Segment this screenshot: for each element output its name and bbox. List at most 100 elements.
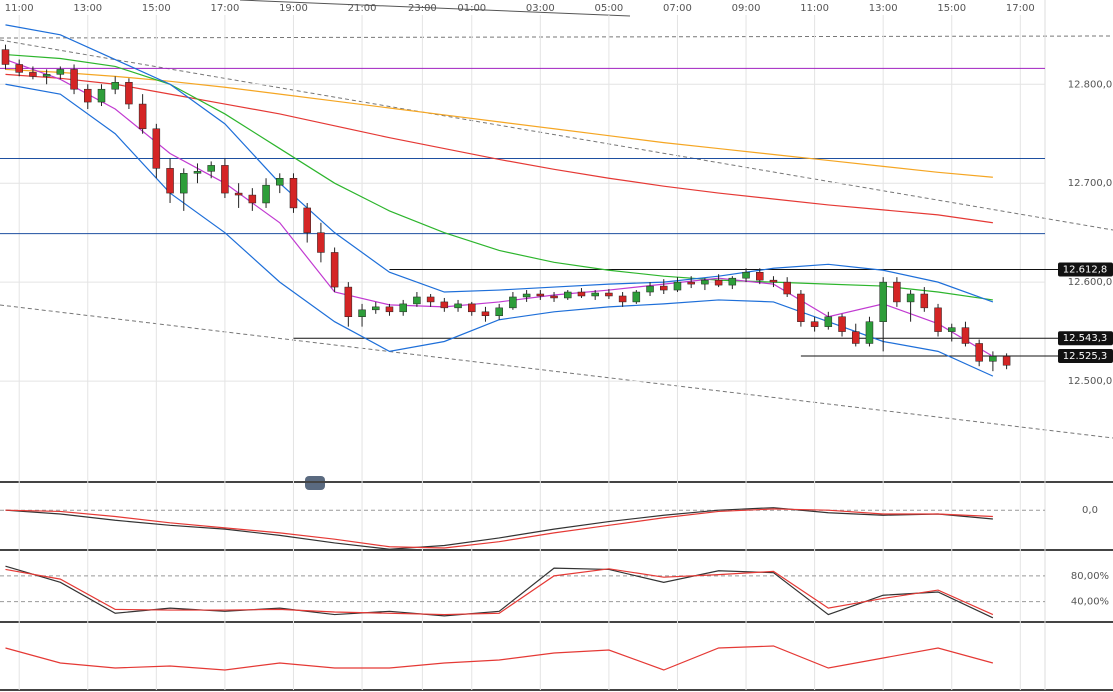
candle-body xyxy=(564,291,572,299)
level-label: 12.525,3 xyxy=(1063,351,1108,362)
candle-body xyxy=(934,307,942,332)
trend-line xyxy=(0,39,1113,231)
candle-body xyxy=(454,303,462,309)
candle-body xyxy=(481,311,490,317)
candle-body xyxy=(289,177,298,209)
candle-body xyxy=(152,128,161,169)
x-tick-label: 11:00 xyxy=(5,3,34,14)
candle-body xyxy=(385,306,394,313)
candle-body xyxy=(303,207,311,233)
candle-body xyxy=(262,184,270,204)
candle-body xyxy=(756,271,764,281)
candle-body xyxy=(989,356,997,362)
candle-body xyxy=(426,296,435,303)
candle-body xyxy=(138,103,147,130)
candle-body xyxy=(193,171,202,174)
candle-body xyxy=(317,232,325,253)
level-label: 12.543,3 xyxy=(1063,333,1108,344)
oscillator-line xyxy=(5,568,994,616)
candle-body xyxy=(673,281,682,291)
candle-body xyxy=(56,69,65,75)
x-tick-label: 15:00 xyxy=(937,3,966,14)
indicator-line xyxy=(5,68,993,178)
oscillator-line xyxy=(5,508,993,549)
candle-body xyxy=(522,293,531,298)
x-tick-label: 01:00 xyxy=(457,3,486,14)
candle-body xyxy=(618,295,627,303)
candle-body xyxy=(851,331,860,344)
candle-body xyxy=(646,285,654,293)
candle-body xyxy=(605,292,613,297)
level-label-box xyxy=(1058,331,1113,346)
candle-body xyxy=(824,316,833,327)
candle-body xyxy=(344,286,353,318)
candle-body xyxy=(550,295,558,299)
candle-body xyxy=(248,194,257,204)
candle-body xyxy=(372,306,380,311)
candle-body xyxy=(276,177,284,186)
candle-body xyxy=(893,281,901,303)
candle-body xyxy=(632,291,641,303)
candle-body xyxy=(330,252,339,288)
x-tick-label: 19:00 xyxy=(279,3,308,14)
x-tick-label: 03:00 xyxy=(526,3,555,14)
candle-body xyxy=(440,301,449,309)
candle-body xyxy=(577,291,586,297)
candle-body xyxy=(783,281,791,295)
candle-body xyxy=(358,309,366,318)
candle-body xyxy=(728,277,737,286)
level-label-box xyxy=(1058,349,1113,364)
candle-body xyxy=(15,64,23,73)
x-tick-label: 21:00 xyxy=(348,3,377,14)
candle-body xyxy=(797,293,805,322)
candle-body xyxy=(920,293,929,309)
indicator-line xyxy=(5,73,993,224)
y-tick-label: 12.500,0 xyxy=(1068,376,1113,387)
level-label-box xyxy=(1058,262,1113,277)
level-label: 12.612,8 xyxy=(1063,264,1108,275)
oscillator-line xyxy=(5,645,994,671)
candle-body xyxy=(838,316,846,332)
candle-body xyxy=(125,82,133,105)
candle-body xyxy=(536,293,545,297)
candle-body xyxy=(714,279,723,286)
x-tick-label: 17:00 xyxy=(1006,3,1035,14)
y-tick-label: 12.700,0 xyxy=(1068,178,1113,189)
trend-line xyxy=(0,35,1113,39)
candle-body xyxy=(29,72,37,77)
candle-body xyxy=(413,296,421,305)
candle-body xyxy=(660,285,668,291)
candle-body xyxy=(468,303,476,313)
candle-body xyxy=(207,165,215,172)
y-tick-label: 12.600,0 xyxy=(1068,277,1113,288)
x-tick-label: 09:00 xyxy=(732,3,761,14)
candle-body xyxy=(509,296,517,309)
oscillator-line xyxy=(5,507,993,550)
oscillator-line xyxy=(5,565,994,619)
candle-body xyxy=(111,82,119,90)
candle-body xyxy=(84,88,92,103)
x-tick-label: 15:00 xyxy=(142,3,171,14)
candle-body xyxy=(879,281,887,322)
candle-body xyxy=(399,303,407,313)
candle-body xyxy=(234,192,243,196)
candle-body xyxy=(906,293,915,303)
candle-body xyxy=(975,343,983,362)
x-tick-label: 23:00 xyxy=(408,3,437,14)
candle-body xyxy=(591,292,599,297)
trend-line xyxy=(0,304,1113,439)
indicator-line xyxy=(5,24,994,303)
y-tick-label: 40,00% xyxy=(1071,597,1109,608)
candle-body xyxy=(166,168,174,194)
y-tick-label: 12.800,0 xyxy=(1068,79,1113,90)
x-tick-label: 11:00 xyxy=(800,3,829,14)
candle-body xyxy=(180,173,188,194)
x-tick-label: 07:00 xyxy=(663,3,692,14)
candle-body xyxy=(687,281,695,285)
x-tick-label: 13:00 xyxy=(73,3,102,14)
candle-body xyxy=(1,49,10,65)
candle-body xyxy=(947,327,956,332)
trend-line xyxy=(239,0,631,17)
x-tick-label: 17:00 xyxy=(210,3,239,14)
